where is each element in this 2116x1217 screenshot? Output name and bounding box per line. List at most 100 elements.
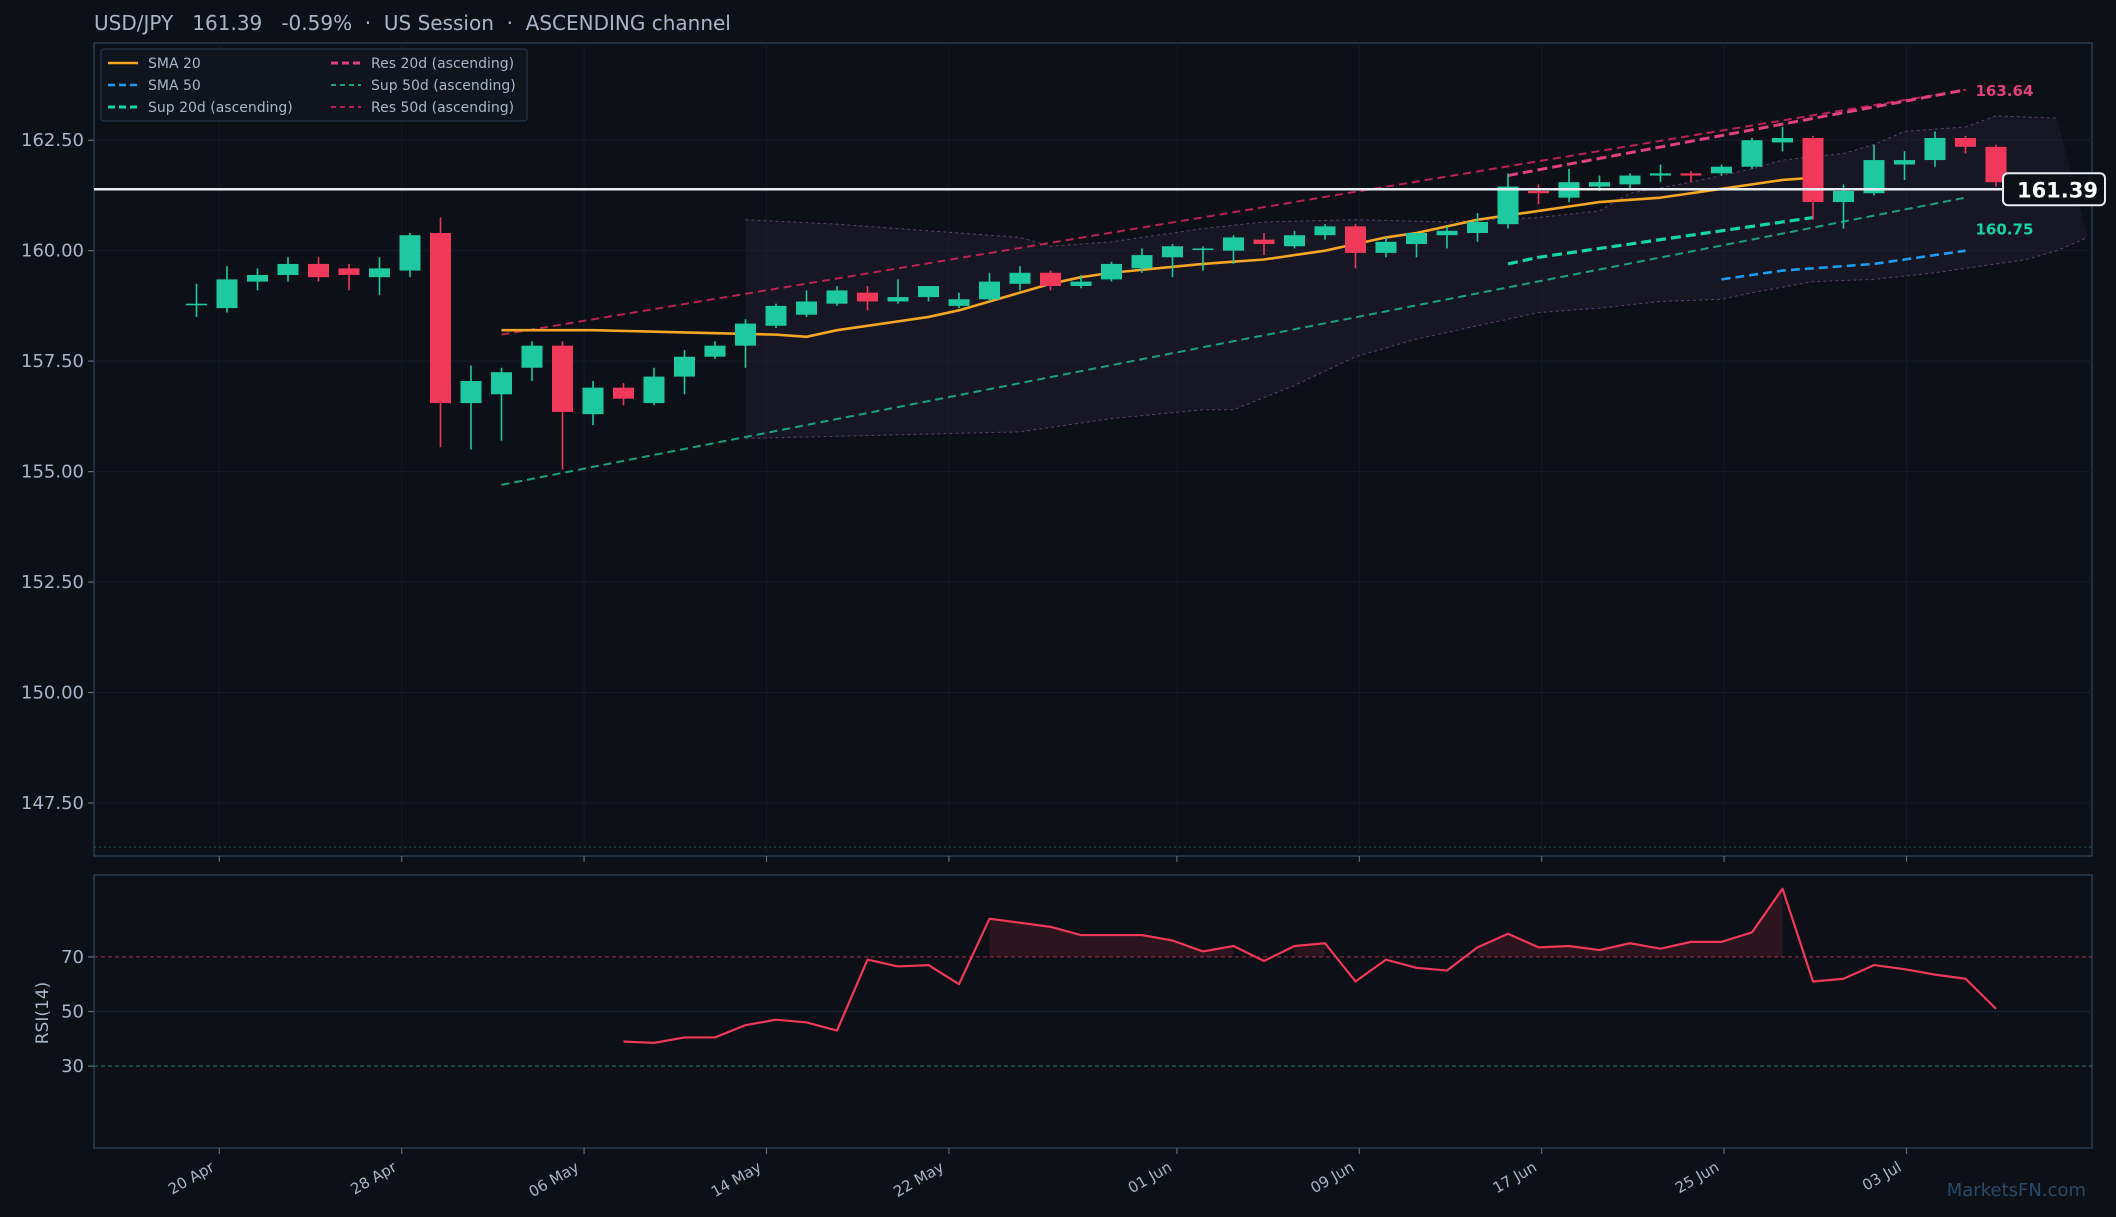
candle-body: [1711, 166, 1732, 174]
candle-body: [1101, 263, 1122, 280]
price-tick-label: 152.50: [21, 572, 84, 593]
candle-body: [1497, 186, 1519, 225]
candle-body: [1284, 235, 1305, 247]
candle-body: [1741, 140, 1763, 167]
candle-body: [1406, 232, 1427, 245]
candle-body: [582, 387, 604, 415]
candle-body: [186, 303, 207, 306]
candle-body: [1772, 137, 1793, 143]
candle-body: [1589, 182, 1610, 187]
rsi-tick-label: 50: [61, 1002, 84, 1023]
last-price-label: 161.39: [2017, 178, 2098, 202]
sma20-line: [501, 176, 1814, 339]
volatility-band: [745, 115, 2088, 439]
rsi-tick-label: 70: [61, 947, 84, 968]
candle-body: [1375, 241, 1397, 253]
legend-label: Sup 20d (ascending): [148, 100, 293, 116]
candle-body: [552, 345, 573, 412]
candle-body: [857, 292, 878, 302]
sup50-line: [501, 196, 1966, 486]
candle-body: [1924, 137, 1946, 161]
legend-label: Res 20d (ascending): [371, 56, 514, 72]
candle-body: [704, 345, 726, 357]
last-price-box: [2002, 172, 2106, 207]
candle-body: [521, 345, 543, 368]
watermark: MarketsFN.com: [1947, 1180, 2086, 1201]
candle-body: [1650, 173, 1671, 176]
res50-line: [501, 88, 1966, 336]
candle-body: [1833, 191, 1854, 203]
price-tick-label: 147.50: [21, 793, 84, 814]
candle-body: [1223, 237, 1244, 251]
candle-body: [1253, 239, 1275, 245]
candle-body: [247, 274, 268, 282]
candles: [186, 126, 2007, 470]
candle-body: [1162, 246, 1183, 258]
sup20-line: [1507, 215, 1814, 266]
rsi-tick-label: 30: [61, 1056, 84, 1077]
legend-box: [100, 48, 528, 122]
candle-body: [277, 263, 299, 275]
candle-body: [1192, 248, 1214, 251]
rsi-line: [623, 887, 1997, 1044]
price-tick-label: 160.00: [21, 241, 84, 262]
candle-body: [674, 356, 695, 377]
candle-body: [1131, 255, 1153, 269]
price-tick-label: 155.00: [21, 462, 84, 483]
candle-body: [765, 305, 787, 326]
legend-label: Sup 50d (ascending): [371, 78, 516, 94]
candle-body: [735, 323, 756, 346]
candle-body: [399, 235, 421, 271]
rsi-grid: 70 50 30: [61, 947, 2092, 1077]
candle-body: [1040, 272, 1061, 287]
price-tick-label: 150.00: [21, 683, 84, 704]
candle-body: [643, 376, 665, 404]
rsi-lines: [623, 887, 1997, 1044]
candle-body: [1436, 230, 1458, 236]
candle-body: [338, 268, 360, 275]
rsi-axis-label: RSI(14): [33, 982, 53, 1045]
candle-body: [918, 286, 939, 298]
candle-body: [216, 279, 238, 309]
candle-body: [369, 268, 390, 278]
price-tick-label: 157.50: [21, 351, 84, 372]
price-panel: [93, 42, 2093, 857]
candle-body: [613, 387, 634, 399]
candle-body: [1467, 221, 1488, 233]
candle-body: [1619, 175, 1641, 185]
candle-body: [1680, 173, 1702, 176]
res20-line: [1507, 88, 1966, 178]
chart-title: USD/JPY 161.39 -0.59% · US Session · ASC…: [94, 11, 731, 35]
candle-body: [1863, 160, 1885, 194]
band-fill: [745, 115, 2088, 439]
candle-body: [1985, 146, 2007, 183]
price-tick-label: 162.50: [21, 130, 84, 151]
trend-lines: [501, 88, 1966, 486]
candle-body: [491, 372, 512, 395]
rsi-overbought-fill: [989, 918, 1234, 957]
candle-body: [308, 263, 329, 278]
legend: SMA 20 SMA 50 Sup 20d (ascending) Res 20d (…: [100, 48, 528, 122]
candle-body: [430, 232, 451, 404]
legend-label: SMA 50: [148, 78, 201, 94]
candle-body: [1955, 137, 1976, 147]
legend-label: SMA 20: [148, 56, 201, 72]
sup-value-label: 160.75: [1976, 221, 2034, 239]
candle-body: [1345, 226, 1366, 253]
rsi-overbought-fill: [1294, 943, 1325, 957]
candle-body: [1009, 272, 1031, 284]
price-grid: [94, 43, 2092, 856]
sma50-line: [1721, 249, 1966, 281]
candle-body: [979, 281, 1000, 300]
candle-body: [1070, 281, 1092, 287]
legend-label: Res 50d (ascending): [371, 100, 514, 116]
candle-body: [796, 301, 817, 315]
candle-body: [887, 297, 909, 302]
candle-body: [460, 381, 482, 404]
candle-body: [1802, 137, 1824, 203]
price-y-axis: 162.50 160.00 157.50 155.00 152.50 150.00 147.…: [21, 130, 94, 814]
candle-body: [1528, 191, 1549, 194]
candle-body: [1894, 160, 1915, 165]
price-overlay: 161.39 163.64 160.75: [94, 82, 2106, 239]
